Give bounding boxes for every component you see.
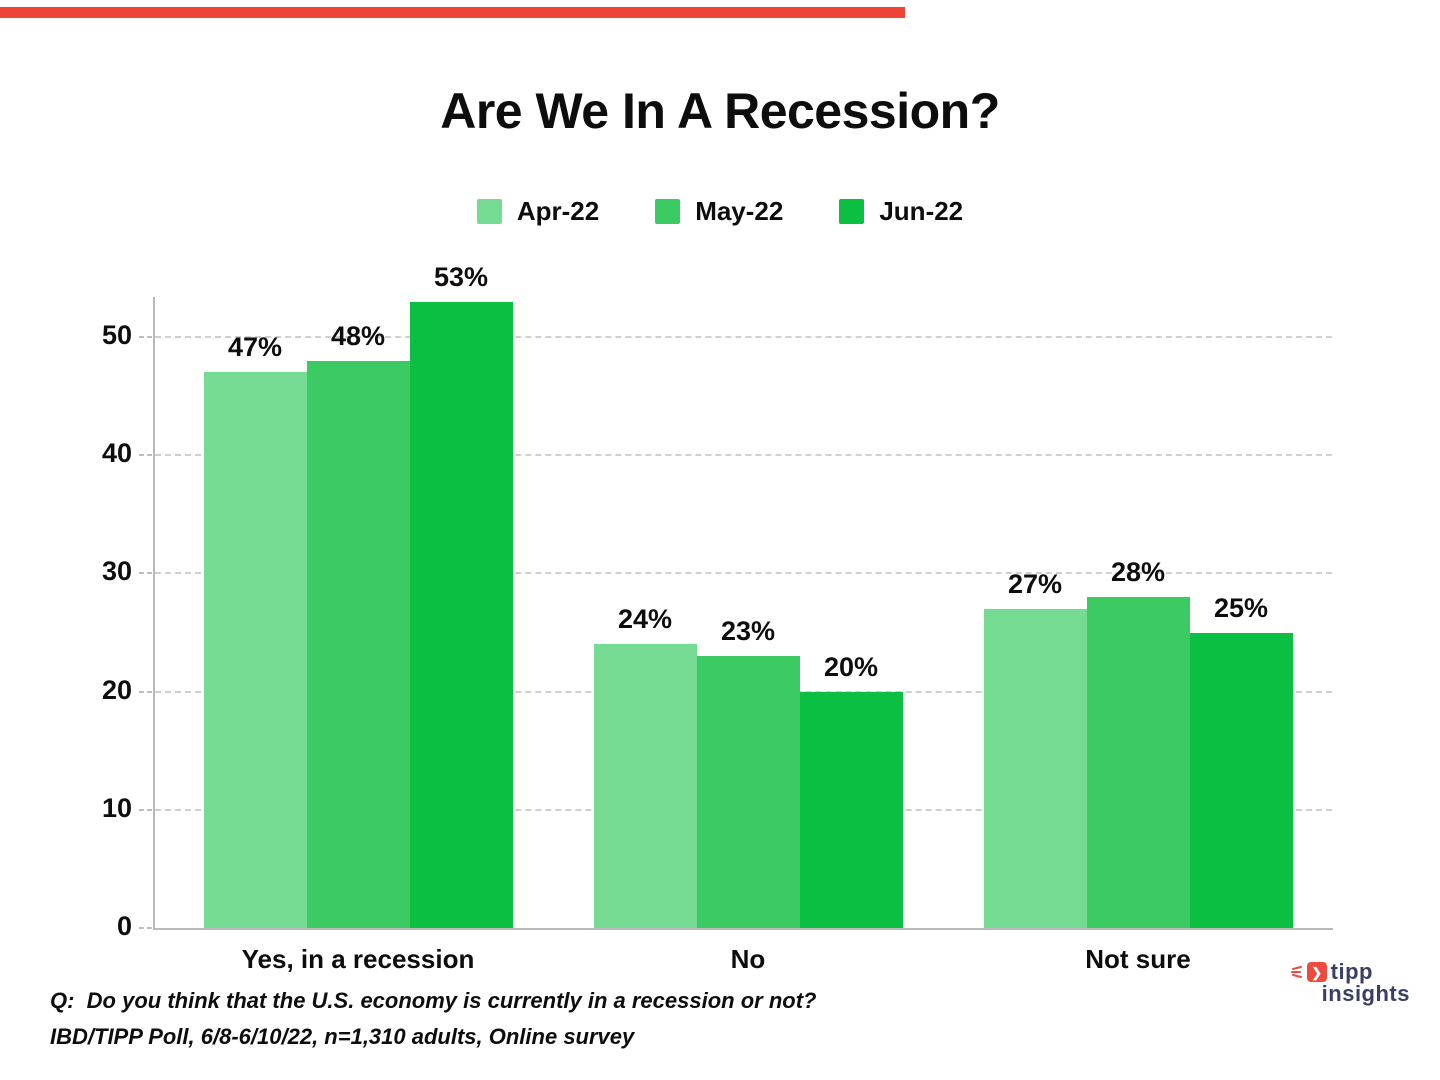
legend-swatch	[839, 199, 865, 224]
bar	[203, 372, 307, 928]
bar	[593, 644, 697, 928]
footer-question: Q: Do you think that the U.S. economy is…	[50, 988, 817, 1013]
bar-value-label: 48%	[330, 320, 386, 351]
logo-text-insights: insights	[1321, 981, 1410, 1007]
y-tick-label: 10	[101, 792, 132, 823]
y-tick	[139, 808, 152, 811]
legend-swatch	[655, 199, 681, 224]
y-tick	[139, 336, 152, 338]
y-tick-label: 40	[101, 438, 132, 469]
y-tick-label: 30	[101, 556, 132, 587]
gridline	[155, 572, 1332, 575]
y-tick-label: 0	[116, 911, 132, 941]
logo: ❯ tipp insights	[1290, 959, 1410, 1007]
legend-swatch	[476, 199, 502, 224]
chart-title: Are We In A Recession?	[440, 83, 1000, 139]
gridline	[155, 454, 1332, 457]
logo-text-tipp: tipp	[1330, 959, 1373, 984]
logo-speedlines-icon	[1290, 966, 1302, 979]
y-tick-label: 50	[101, 320, 132, 350]
logo-chevron-icon: ❯	[1306, 962, 1327, 983]
y-tick	[139, 927, 152, 929]
bar-value-label: 25%	[1213, 592, 1269, 623]
legend-label: Jun-22	[879, 196, 964, 226]
legend: Apr-22 May-22 Jun-22	[0, 196, 1440, 227]
bar-value-label: 47%	[227, 332, 283, 363]
legend-item: Apr-22	[476, 196, 600, 227]
bar-value-label: 53%	[433, 261, 489, 292]
y-tick	[139, 572, 152, 575]
bar-value-label: 23%	[720, 616, 776, 647]
bar-value-label: 24%	[617, 604, 673, 635]
bar	[409, 301, 513, 928]
x-axis-label: Yes, in a recession	[241, 944, 475, 974]
y-tick	[139, 454, 152, 457]
y-axis-line	[153, 297, 155, 928]
y-tick-label: 20	[101, 674, 132, 705]
x-axis-label: No	[730, 944, 766, 974]
x-axis-baseline	[153, 928, 1333, 930]
bar	[983, 608, 1087, 928]
gridline	[155, 336, 1332, 338]
bar-value-label: 27%	[1007, 568, 1063, 599]
bar	[696, 656, 800, 928]
bar-value-label: 20%	[823, 651, 879, 682]
top-progress-bar	[0, 7, 905, 18]
legend-item: Jun-22	[839, 196, 963, 227]
legend-label: May-22	[695, 196, 784, 226]
bar-value-label: 28%	[1110, 557, 1166, 588]
bar	[1189, 632, 1293, 928]
bar	[306, 360, 410, 928]
legend-label: Apr-22	[516, 196, 600, 226]
y-tick	[139, 690, 152, 693]
footer-source: IBD/TIPP Poll, 6/8-6/10/22, n=1,310 adul…	[50, 1024, 635, 1049]
x-axis-label: Not sure	[1085, 944, 1191, 974]
bar	[1086, 597, 1190, 928]
bar	[799, 691, 903, 928]
legend-item: May-22	[655, 196, 783, 227]
